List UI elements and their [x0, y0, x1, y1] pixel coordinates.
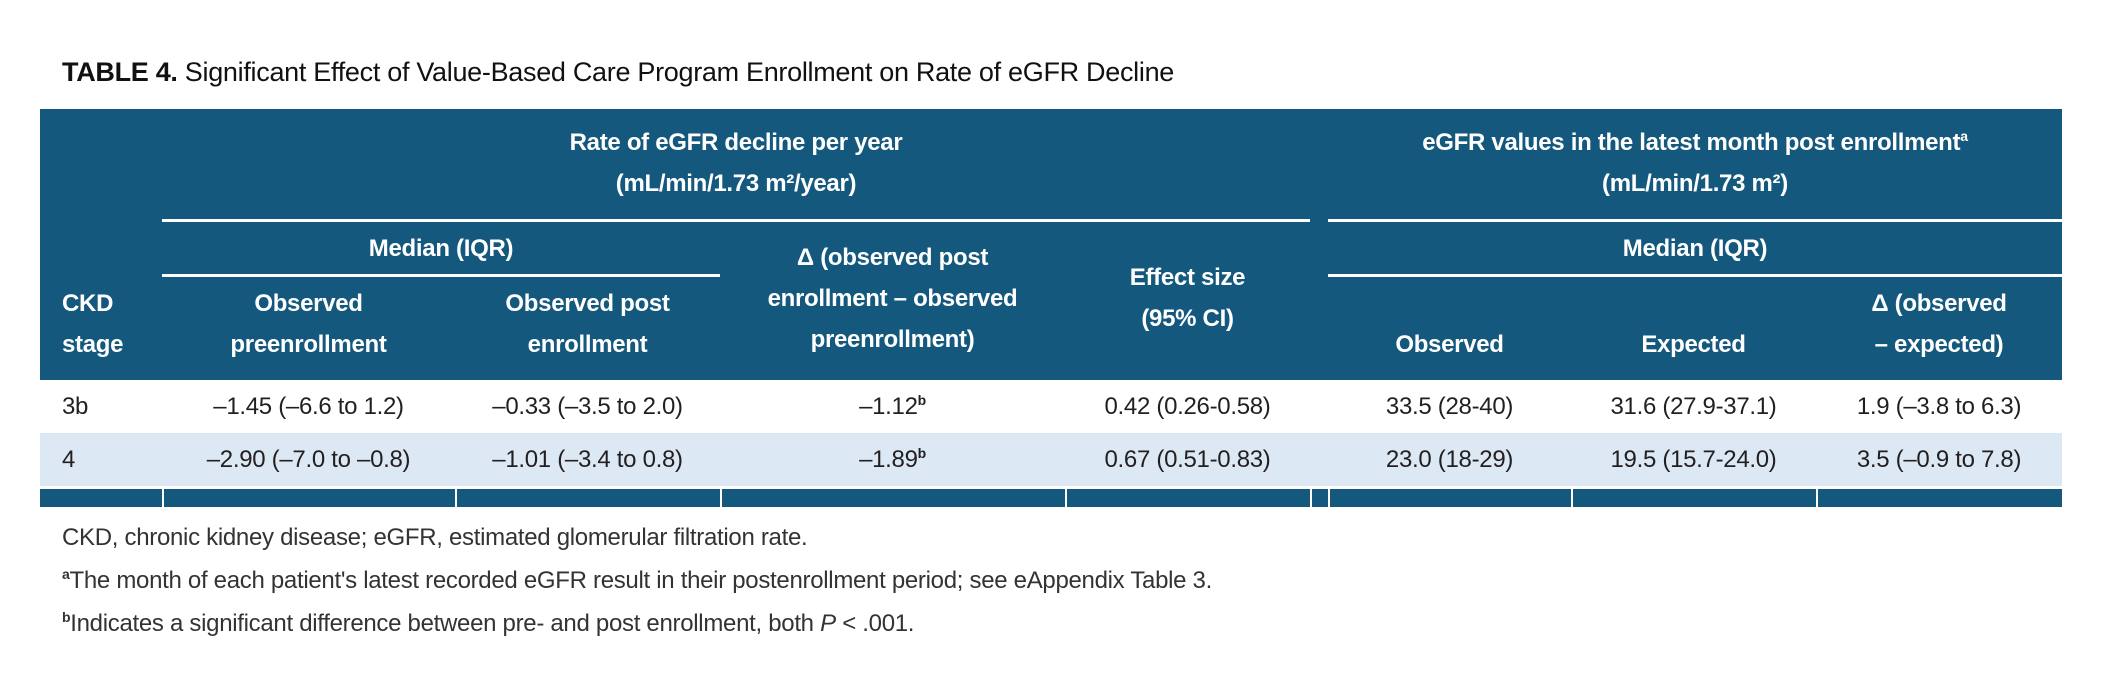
header-observed-post-enrollment: Observed post enrollment	[455, 277, 720, 380]
header-ckd-stage: CKD stage	[40, 109, 162, 380]
cell-observed-post-enrollment: –1.01 (–3.4 to 0.8)	[455, 433, 720, 486]
cell-effect-size: 0.67 (0.51-0.83)	[1065, 433, 1310, 486]
header-egfr-expected: Expected	[1571, 277, 1816, 380]
header-ckd-line2: stage	[62, 331, 124, 358]
cell-effect-size: 0.42 (0.26-0.58)	[1065, 380, 1310, 433]
table-caption: Significant Effect of Value-Based Care P…	[177, 57, 1175, 87]
bottom-bar-row	[40, 486, 2062, 507]
table-row-stage-4: 4 –2.90 (–7.0 to –0.8) –1.01 (–3.4 to 0.…	[40, 433, 2062, 486]
spanner-egfr-values: eGFR values in the latest month post enr…	[1328, 109, 2062, 222]
median-iqr-left: Median (IQR)	[162, 222, 720, 277]
table-number: TABLE 4.	[62, 57, 178, 87]
header-ckd-line1: CKD	[62, 290, 114, 317]
spanner-row: CKD stage Rate of eGFR decline per year …	[40, 109, 2062, 380]
cell-stage: 4	[40, 433, 162, 486]
footnote-a-marker: a	[62, 566, 70, 582]
table-header: CKD stage Rate of eGFR decline per year …	[40, 109, 2062, 380]
table-title: TABLE 4. Significant Effect of Value-Bas…	[62, 56, 2113, 88]
spanner-rate-line1: Rate of eGFR decline per year	[569, 129, 903, 156]
cell-egfr-delta: 1.9 (–3.8 to 6.3)	[1816, 380, 2062, 433]
cell-delta-pre-post: –1.89b	[720, 433, 1065, 486]
egfr-decline-table: CKD stage Rate of eGFR decline per year …	[40, 109, 2062, 507]
spanner-rate-of-decline: Rate of eGFR decline per year (mL/min/1.…	[162, 109, 1310, 222]
footnotes: CKD, chronic kidney disease; eGFR, estim…	[62, 522, 2113, 639]
cell-observed-preenrollment: –2.90 (–7.0 to –0.8)	[162, 433, 455, 486]
spanner-egfr-sup: a	[1960, 128, 1968, 144]
table-bottom-bar	[40, 486, 2062, 507]
median-iqr-row: Median (IQR) Δ (observed post enrollment…	[40, 222, 2062, 380]
cell-gap	[1310, 433, 1328, 486]
cell-egfr-observed: 33.5 (28-40)	[1328, 380, 1571, 433]
header-egfr-observed: Observed	[1328, 277, 1571, 380]
footnote-a: aThe month of each patient's latest reco…	[62, 566, 1212, 594]
cell-egfr-observed: 23.0 (18-29)	[1328, 433, 1571, 486]
cell-observed-post-enrollment: –0.33 (–3.5 to 2.0)	[455, 380, 720, 433]
header-delta-expected: Δ (observed – expected)	[1816, 277, 2062, 380]
table-row-stage-3b: 3b –1.45 (–6.6 to 1.2) –0.33 (–3.5 to 2.…	[40, 380, 2062, 433]
header-effect-size: Effect size (95% CI)	[1065, 222, 1310, 380]
table-body: 3b –1.45 (–6.6 to 1.2) –0.33 (–3.5 to 2.…	[40, 380, 2062, 486]
footnote-b: bIndicates a significant difference betw…	[62, 609, 915, 637]
cell-egfr-expected: 31.6 (27.9-37.1)	[1571, 380, 1816, 433]
cell-egfr-expected: 19.5 (15.7-24.0)	[1571, 433, 1816, 486]
header-delta-pre-post: Δ (observed post enrollment – observed p…	[720, 222, 1065, 380]
cell-egfr-delta: 3.5 (–0.9 to 7.8)	[1816, 433, 2062, 486]
cell-gap	[1310, 380, 1328, 433]
column-heads-row: Observed preenrollment Observed post enr…	[40, 277, 2062, 380]
cell-observed-preenrollment: –1.45 (–6.6 to 1.2)	[162, 380, 455, 433]
spanner-egfr-line1: eGFR values in the latest month post enr…	[1422, 128, 1968, 156]
median-iqr-right: Median (IQR)	[1328, 222, 2062, 277]
spanner-rate-line2: (mL/min/1.73 m²/year)	[615, 170, 857, 197]
footnote-abbreviations: CKD, chronic kidney disease; eGFR, estim…	[62, 524, 808, 551]
header-group-gap	[1310, 109, 1328, 380]
spanner-egfr-line2: (mL/min/1.73 m²)	[1602, 170, 1788, 197]
footnote-b-marker: b	[62, 609, 71, 625]
cell-stage: 3b	[40, 380, 162, 433]
header-observed-preenrollment: Observed preenrollment	[162, 277, 455, 380]
cell-delta-pre-post: –1.12b	[720, 380, 1065, 433]
